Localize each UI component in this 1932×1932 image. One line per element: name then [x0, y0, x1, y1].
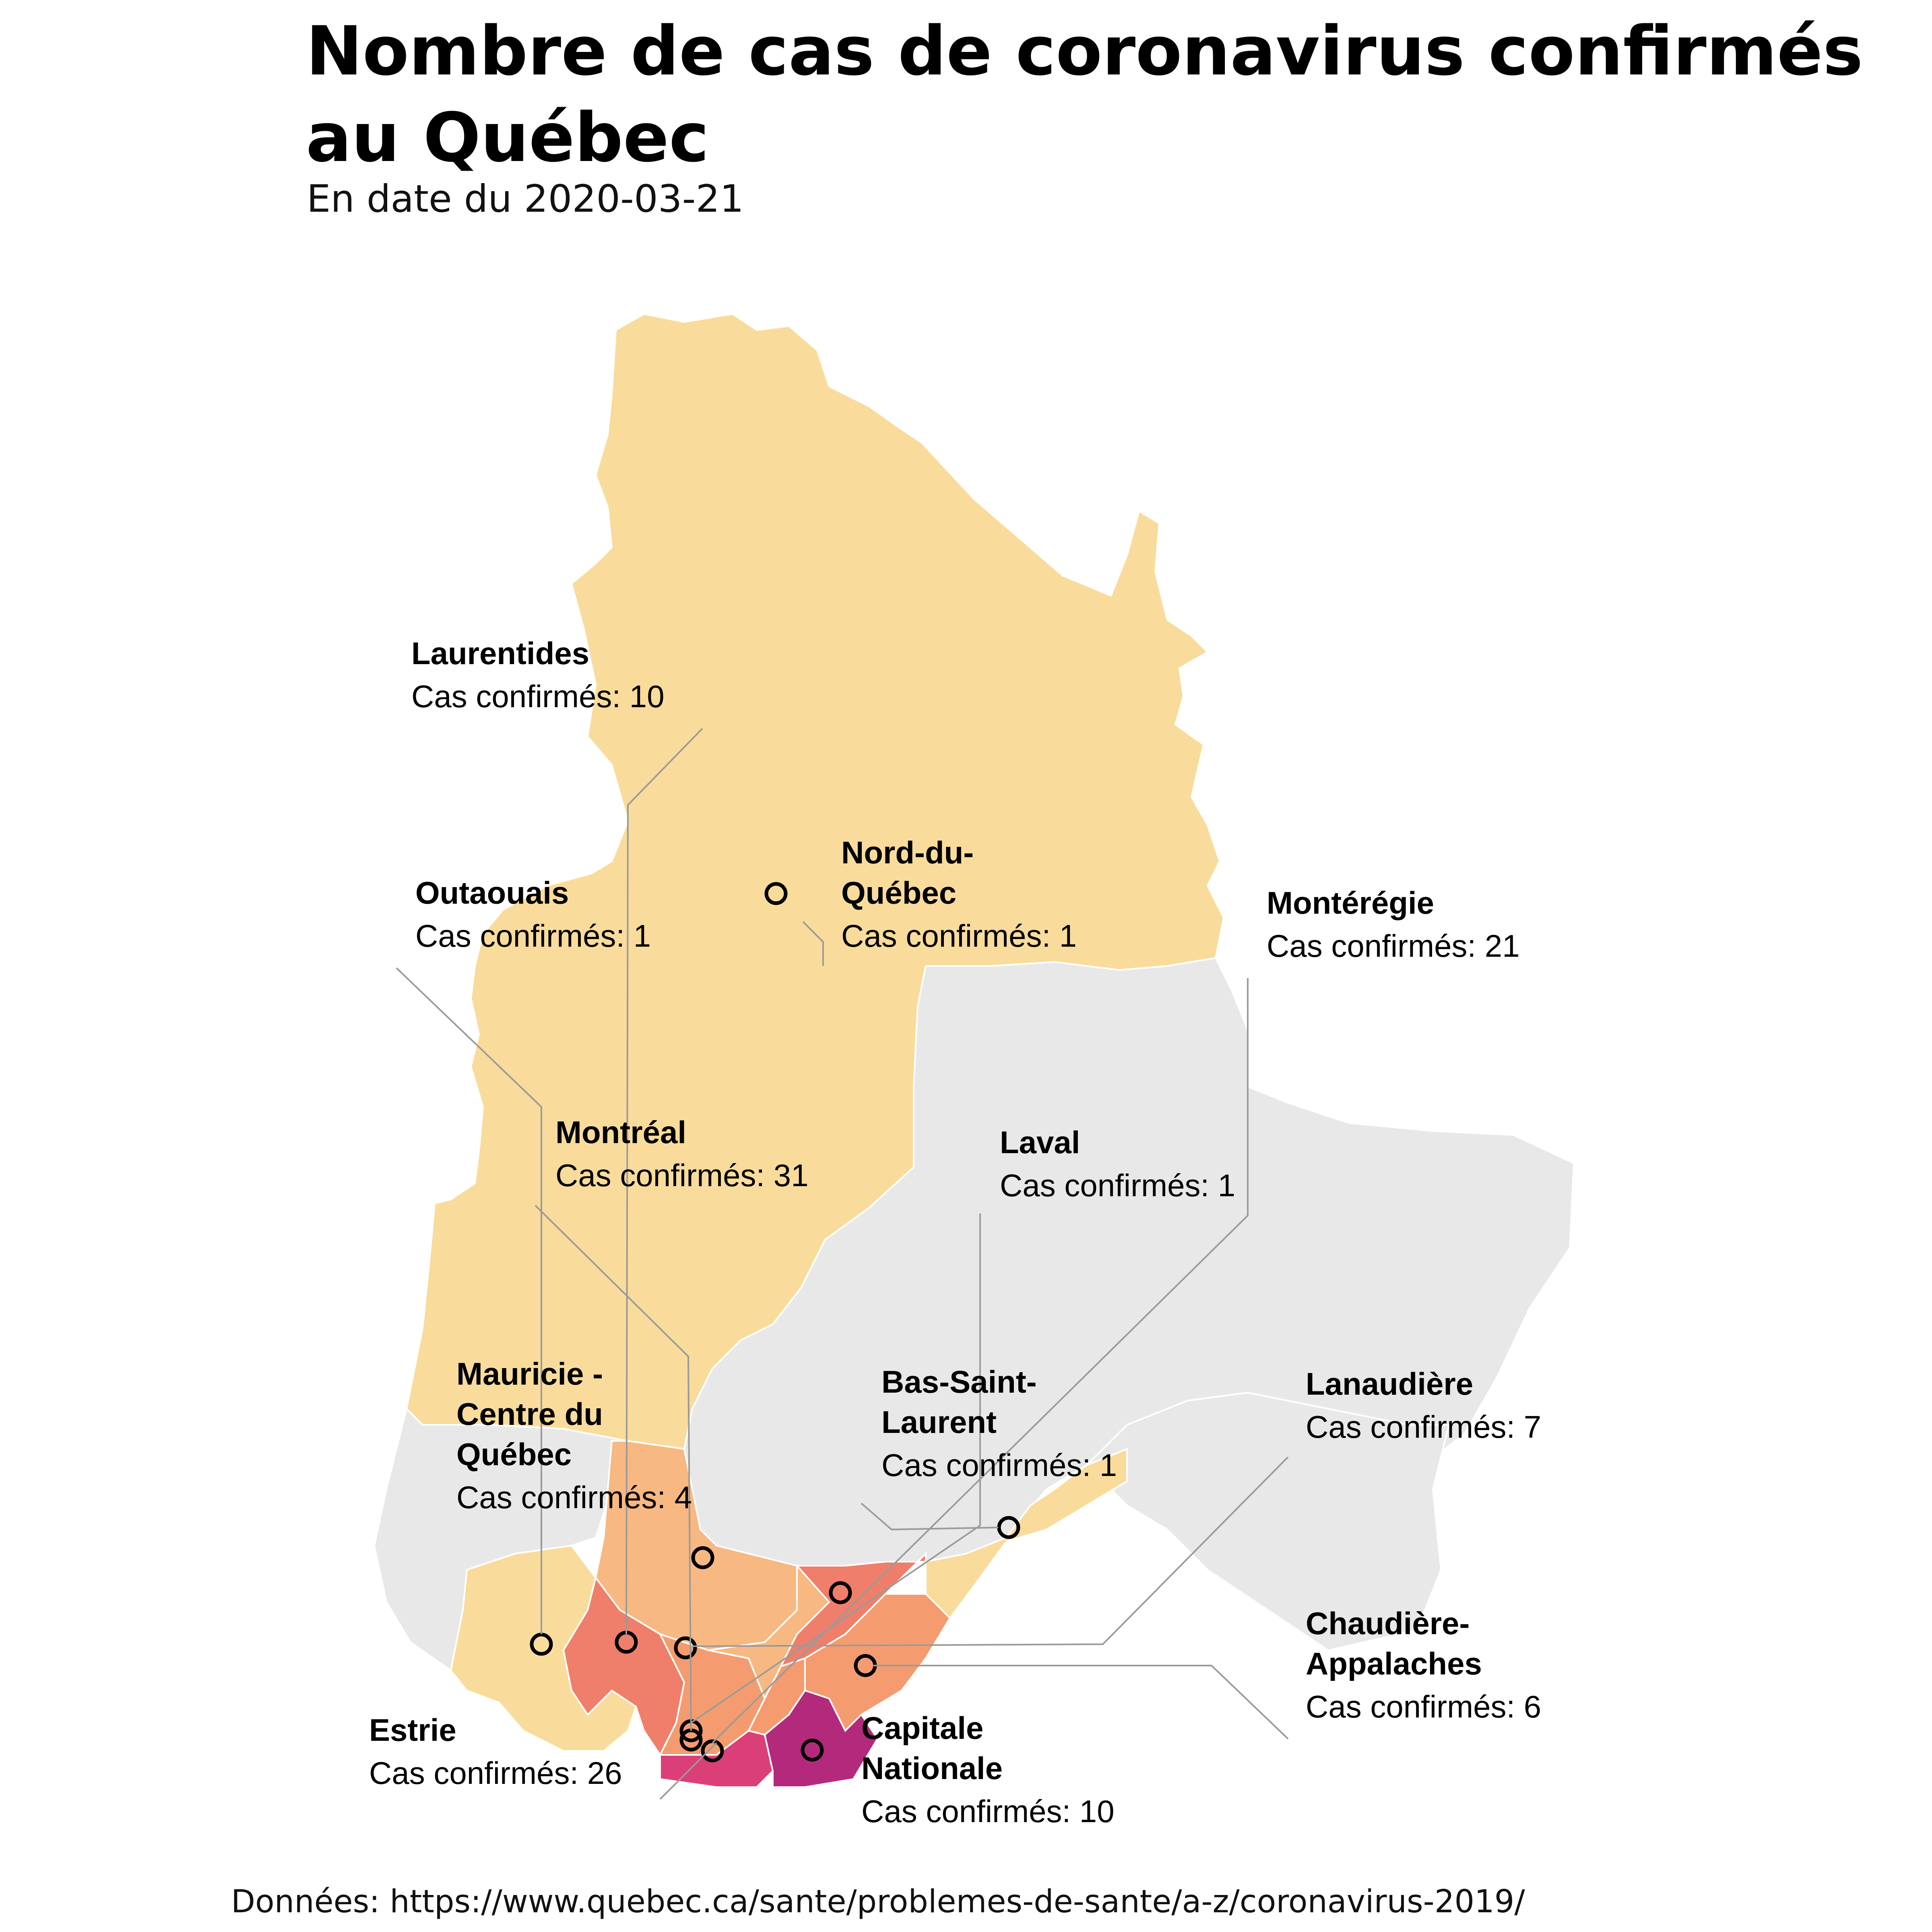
label-name: Montréal — [555, 1115, 686, 1150]
label-name: Montérégie — [1267, 885, 1434, 921]
label-name: Outaouais — [415, 875, 569, 910]
label-lanaudiere: Lanaudière Cas confirmés: 7 — [1306, 1366, 1541, 1445]
label-mauricie: Mauricie - Centre du Québec Cas confirmé… — [456, 1356, 692, 1515]
marker-lanaudiere[interactable] — [674, 1636, 697, 1660]
region-labels: Laurentides Cas confirmés: 10 Outaouais … — [369, 636, 1541, 1829]
label-name: Laurent — [881, 1404, 997, 1440]
leader-bas-saint-laurent — [861, 1503, 999, 1531]
marker-estrie[interactable] — [801, 1738, 824, 1762]
label-outaouais: Outaouais Cas confirmés: 1 — [415, 875, 651, 954]
label-name: Centre du — [456, 1396, 603, 1432]
map-title: Nombre de cas de coronavirus confirmés a… — [306, 12, 1863, 177]
label-name: Québec — [456, 1437, 572, 1472]
region-estrie — [764, 1689, 879, 1788]
map-subtitle: En date du 2020-03-21 — [307, 177, 744, 221]
label-capitale-nationale: Capitale Nationale Cas confirmés: 10 — [861, 1710, 1115, 1829]
leader-laurentides — [625, 728, 703, 1635]
region-gaspesie — [1086, 1391, 1450, 1651]
marker-bas-saint-laurent[interactable] — [997, 1516, 1020, 1539]
leader-monteregie — [712, 978, 1249, 1744]
label-montreal: Montréal Cas confirmés: 31 — [555, 1115, 809, 1193]
region-bas-saint-laurent — [925, 1448, 1128, 1620]
leader-lanaudiere — [692, 1456, 1289, 1647]
label-name: Laval — [1000, 1125, 1080, 1160]
label-bas-saint-laurent: Bas-Saint- Laurent Cas confirmés: 1 — [881, 1364, 1117, 1483]
label-count: Cas confirmés: 31 — [555, 1158, 809, 1193]
label-count: Cas confirmés: 1 — [1000, 1168, 1235, 1203]
leader-outaouais — [396, 967, 542, 1634]
label-count: Cas confirmés: 1 — [415, 918, 651, 954]
label-count: Cas confirmés: 10 — [861, 1794, 1115, 1829]
label-chaudiere-appalaches: Chaudière- Appalaches Cas confirmés: 6 — [1306, 1606, 1541, 1724]
leader-nord-du-quebec — [802, 921, 824, 966]
label-name: Laurentides — [411, 636, 589, 671]
label-name: Nationale — [861, 1750, 1003, 1786]
label-name: Estrie — [369, 1712, 456, 1748]
data-source: Données: https://www.quebec.ca/sante/pro… — [231, 1884, 1525, 1920]
label-count: Cas confirmés: 1 — [841, 918, 1077, 954]
regions-layer — [373, 313, 1575, 1788]
leader-chaudiere-appalaches — [873, 1665, 1289, 1740]
marker-nord-du-quebec[interactable] — [764, 882, 788, 905]
label-estrie: Estrie Cas confirmés: 26 — [369, 1712, 622, 1791]
label-name: Capitale — [861, 1710, 983, 1746]
label-monteregie: Montérégie Cas confirmés: 21 — [1267, 885, 1520, 964]
leader-laval — [690, 1214, 981, 1724]
leader-montreal — [535, 1205, 692, 1731]
label-count: Cas confirmés: 10 — [411, 679, 665, 714]
leader-lines — [396, 728, 1289, 1800]
marker-mauricie[interactable] — [691, 1546, 714, 1569]
marker-capitale-nationale[interactable] — [829, 1581, 852, 1604]
label-name: Lanaudière — [1306, 1366, 1473, 1402]
label-count: Cas confirmés: 26 — [369, 1755, 622, 1791]
label-name: Chaudière- — [1306, 1606, 1470, 1641]
label-name: Mauricie - — [456, 1356, 603, 1391]
marker-outaouais[interactable] — [530, 1633, 553, 1656]
label-laurentides: Laurentides Cas confirmés: 10 — [411, 636, 665, 714]
label-count: Cas confirmés: 1 — [881, 1447, 1117, 1483]
label-laval: Laval Cas confirmés: 1 — [1000, 1125, 1235, 1203]
label-name: Bas-Saint- — [881, 1364, 1037, 1399]
label-name: Québec — [841, 875, 956, 910]
marker-monteregie[interactable] — [701, 1739, 724, 1763]
label-count: Cas confirmés: 21 — [1267, 928, 1520, 964]
label-nord-du-quebec: Nord-du- Québec Cas confirmés: 1 — [841, 835, 1077, 954]
label-name: Nord-du- — [841, 835, 974, 870]
label-count: Cas confirmés: 6 — [1306, 1689, 1541, 1724]
leader-estrie — [659, 1742, 717, 1800]
label-name: Appalaches — [1306, 1646, 1482, 1681]
label-count: Cas confirmés: 4 — [456, 1480, 692, 1515]
label-count: Cas confirmés: 7 — [1306, 1409, 1541, 1445]
